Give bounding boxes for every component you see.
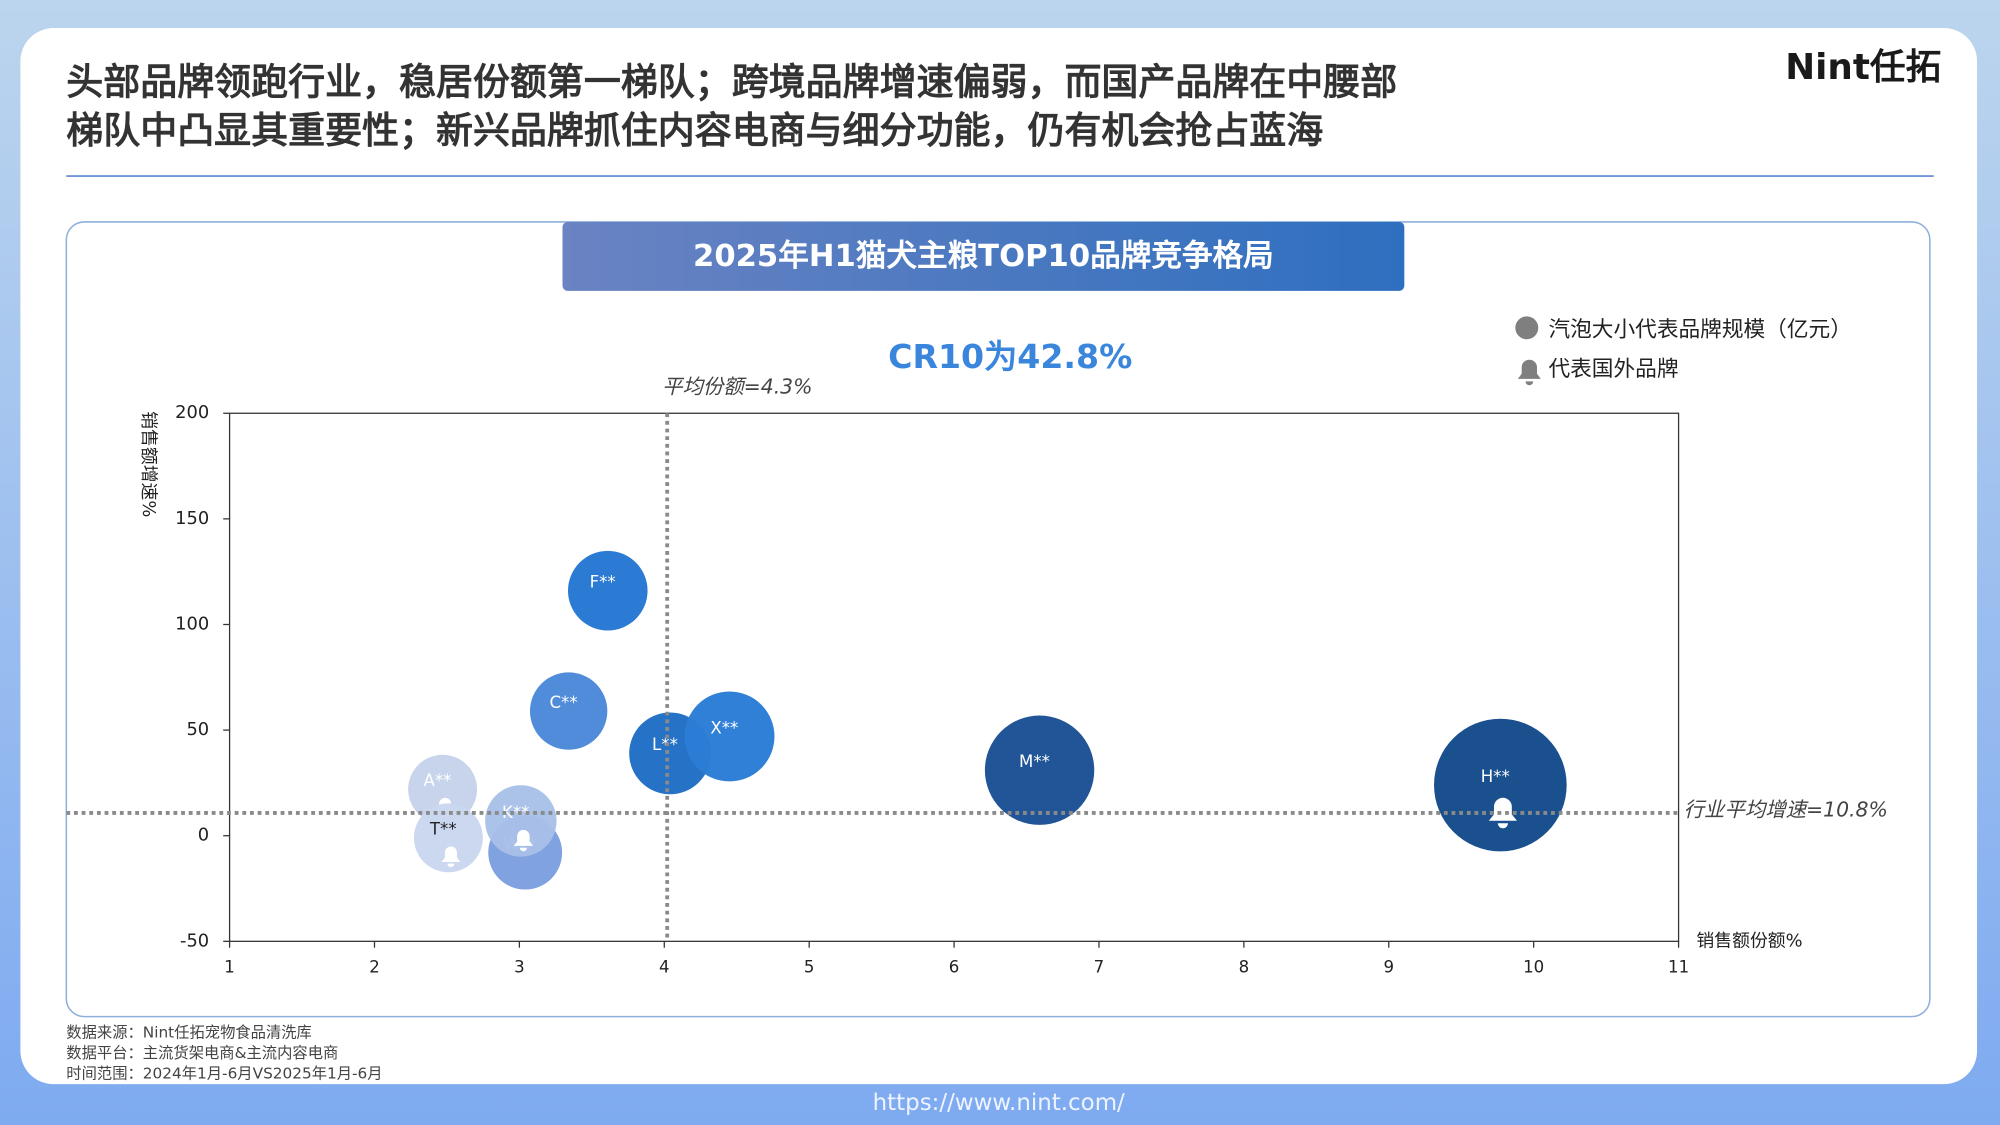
x-tick-label: 7 (1094, 958, 1105, 977)
bubble (984, 715, 1095, 825)
bubble (485, 785, 557, 857)
bubble (529, 672, 608, 750)
bubble (567, 550, 648, 631)
headline: 头部品牌领跑行业，稳居份额第一梯队；跨境品牌增速偏弱，而国产品牌在中腰部 (66, 61, 1397, 104)
card (20, 28, 1978, 1085)
legend-text: 代表国外品牌 (1548, 357, 1678, 382)
bubble-label: T** (429, 820, 457, 839)
plot: 1 2 3 4 5 6 7 8 9 10 11 -50 0 50 100 150 200 F** C** L** X**… (66, 375, 1888, 977)
x-tick-label: 3 (514, 958, 525, 977)
x-axis-label: 销售额份额% (1696, 930, 1802, 951)
chart-title: 2025年H1猫犬主粮TOP10品牌竞争格局 (693, 238, 1274, 274)
bubble (413, 803, 483, 873)
footnote: 时间范围：2024年1月-6月VS2025年1月-6月 (66, 1064, 382, 1082)
x-tick-label: 1 (224, 958, 235, 977)
bubble-label: K** (502, 803, 529, 822)
y-tick-label: 150 (175, 508, 209, 529)
bubble-label: X** (710, 718, 738, 737)
bubble (684, 691, 775, 782)
x-tick-label: 11 (1668, 958, 1689, 977)
y-axis-label: 销售额增速% (138, 411, 159, 517)
footnote: 数据来源：Nint任拓宠物食品清洗库 (66, 1024, 312, 1042)
logo: Nint任拓 (1785, 47, 1941, 88)
bubble-label: A** (424, 771, 452, 790)
x-tick-label: 2 (369, 958, 380, 977)
bubble-label: H** (1481, 767, 1510, 786)
y-tick-label: -50 (180, 930, 209, 951)
y-tick-label: 100 (175, 613, 209, 634)
x-tick-label: 4 (659, 958, 670, 977)
bubble-label: L** (652, 735, 678, 754)
x-tick-label: 6 (949, 958, 960, 977)
avg-share-label: 平均份额=4.3% (662, 375, 812, 399)
x-tick-label: 8 (1239, 958, 1250, 977)
x-tick-label: 9 (1383, 958, 1394, 977)
legend-text: 汽泡大小代表品牌规模（亿元） (1548, 317, 1851, 342)
footnote: 数据平台：主流货架电商&主流内容电商 (66, 1044, 338, 1062)
subtitle: CR10为42.8% (888, 337, 1132, 376)
x-tick-label: 10 (1523, 958, 1544, 977)
y-tick-label: 200 (175, 402, 209, 423)
y-tick-label: 50 (186, 719, 209, 740)
x-tick-label: 5 (804, 958, 815, 977)
foreign-bell (441, 846, 461, 868)
legend-dot (1515, 316, 1539, 340)
bubble-label: C** (549, 693, 577, 712)
bubble-label: M** (1019, 752, 1050, 771)
bubble (1434, 718, 1567, 852)
headline: 梯队中凸显其重要性；新兴品牌抓住内容电商与细分功能，仍有机会抢占蓝海 (66, 109, 1323, 152)
legend-bell (1517, 359, 1541, 386)
foreign-bell (513, 829, 534, 852)
bubble-label: F** (590, 573, 616, 592)
avg-growth-label: 行业平均增速=10.8% (1684, 797, 1888, 821)
y-tick-label: 0 (198, 825, 209, 846)
url: https://www.nint.com/ (873, 1090, 1125, 1116)
title-banner (562, 221, 1405, 291)
